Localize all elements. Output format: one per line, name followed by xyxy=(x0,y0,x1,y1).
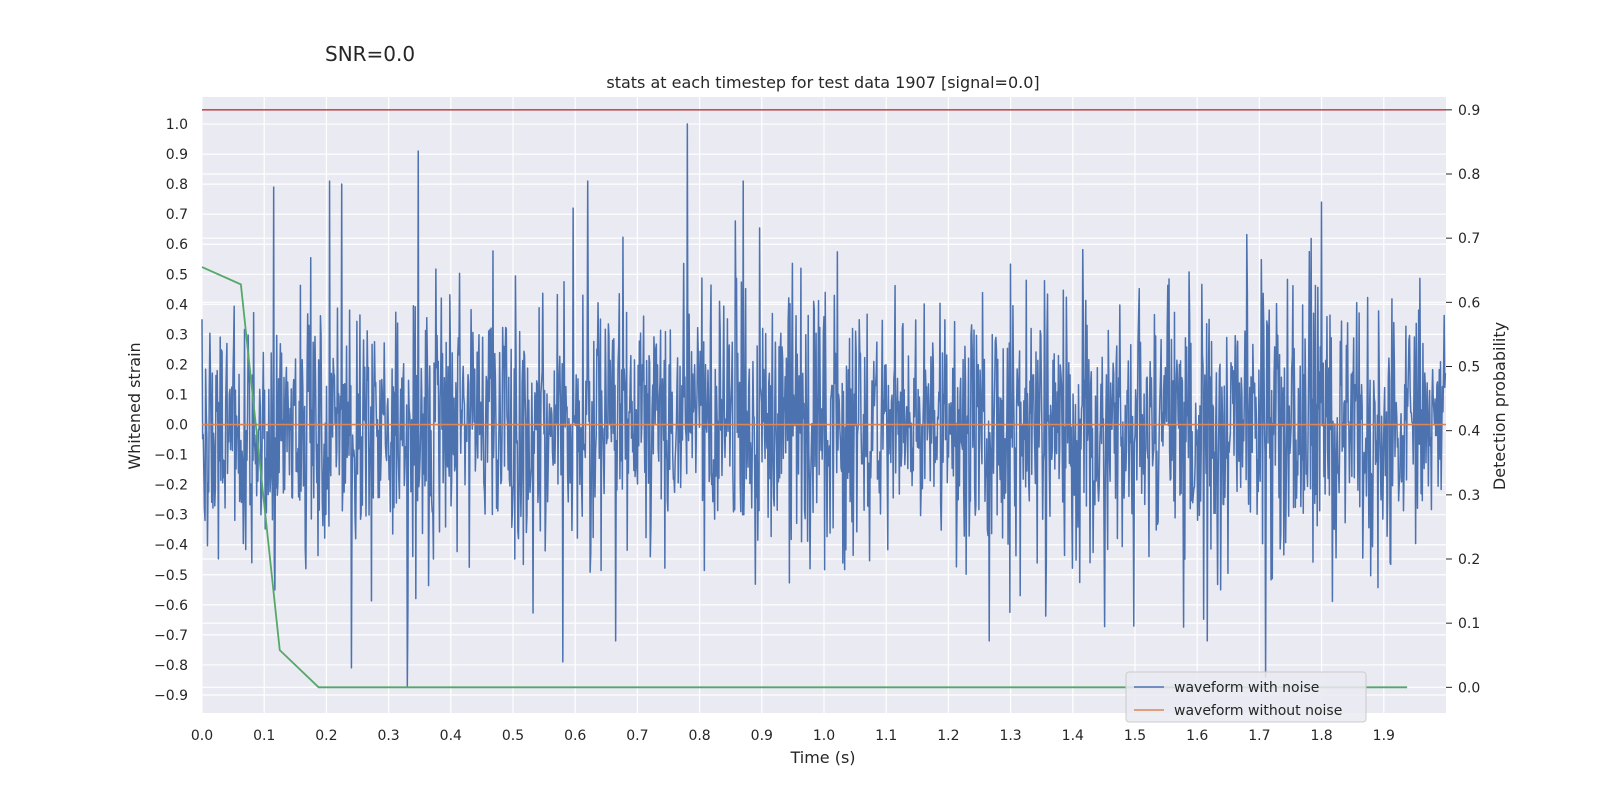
x-tick-label: 1.2 xyxy=(937,728,959,744)
legend-box xyxy=(1125,671,1367,723)
chart-title: stats at each timestep for test data 190… xyxy=(606,73,1039,92)
x-axis: 0.0 0.1 0.2 0.3 0.4 0.5 0.6 0.7 0.8 0.9 1.0 1.1 1.2 1… xyxy=(191,728,1395,744)
y-tick-label: 0.1 xyxy=(166,387,188,403)
y-tick-label: −0.9 xyxy=(154,688,188,704)
y-tick-label: −0.3 xyxy=(154,508,188,524)
y2-axis-label: Detection probability xyxy=(1490,322,1509,490)
chart-suptitle: SNR=0.0 xyxy=(325,42,415,66)
y2-tick-label: 0.2 xyxy=(1458,552,1480,568)
series-waveform-with-noise xyxy=(201,123,1447,687)
legend: waveform with noise waveform without nois… xyxy=(1125,671,1367,723)
y2-tick-label: 0.9 xyxy=(1458,103,1480,119)
y-axis-left: 1.0 0.9 0.8 0.7 0.6 0.5 0.4 0.3 0.2 0.1 0.0 −0.1 −0.… xyxy=(154,117,188,704)
y2-tick-label: 0.4 xyxy=(1458,424,1480,440)
x-tick-label: 0.3 xyxy=(377,728,399,744)
x-tick-label: 1.5 xyxy=(1124,728,1146,744)
y-tick-label: 1.0 xyxy=(166,117,188,133)
y-tick-label: −0.4 xyxy=(154,538,188,554)
y2-tick-label: 0.8 xyxy=(1458,167,1480,183)
x-tick-label: 0.9 xyxy=(751,728,773,744)
x-tick-label: 0.8 xyxy=(688,728,710,744)
y-tick-label: −0.5 xyxy=(154,568,188,584)
y-tick-label: 0.0 xyxy=(166,418,188,434)
y2-tick-label: 0.3 xyxy=(1458,488,1480,504)
legend-entry: waveform with noise xyxy=(1174,680,1319,696)
x-tick-label: 0.0 xyxy=(191,728,213,744)
y-tick-label: 0.3 xyxy=(166,327,188,343)
y2-tick-label: 0.7 xyxy=(1458,231,1480,247)
series-detection-probability xyxy=(201,266,1408,689)
x-tick-label: 0.2 xyxy=(315,728,337,744)
y-tick-label: 0.8 xyxy=(166,177,188,193)
y-tick-label: 0.6 xyxy=(166,237,188,253)
x-tick-label: 0.5 xyxy=(502,728,524,744)
x-tick-label: 0.7 xyxy=(626,728,648,744)
x-tick-label: 1.6 xyxy=(1186,728,1208,744)
y-tick-label: −0.7 xyxy=(154,628,188,644)
y2-tick-label: 0.0 xyxy=(1458,680,1480,696)
series-layer xyxy=(201,109,1447,689)
y-tick-label: −0.2 xyxy=(154,478,188,494)
x-tick-label: 1.3 xyxy=(999,728,1021,744)
x-axis-label: Time (s) xyxy=(789,748,855,767)
legend-entry: waveform without noise xyxy=(1174,703,1342,719)
x-tick-label: 0.1 xyxy=(253,728,275,744)
x-tick-label: 1.0 xyxy=(813,728,835,744)
x-tick-label: 0.4 xyxy=(440,728,462,744)
y2-tick-label: 0.1 xyxy=(1458,616,1480,632)
y-tick-label: −0.1 xyxy=(154,448,188,464)
y-axis-label: Whitened strain xyxy=(125,342,144,469)
y-tick-label: 0.9 xyxy=(166,147,188,163)
x-tick-label: 1.4 xyxy=(1062,728,1084,744)
y-axis-right: 0.9 0.8 0.7 0.6 0.5 0.4 0.3 0.2 0.1 0.0 xyxy=(1446,103,1480,696)
y-tick-label: 0.2 xyxy=(166,357,188,373)
x-tick-label: 0.6 xyxy=(564,728,586,744)
y2-tick-label: 0.6 xyxy=(1458,295,1480,311)
x-tick-label: 1.8 xyxy=(1310,728,1332,744)
y-tick-label: −0.6 xyxy=(154,598,188,614)
x-tick-label: 1.9 xyxy=(1373,728,1395,744)
y-tick-label: −0.8 xyxy=(154,658,188,674)
y-tick-label: 0.4 xyxy=(166,297,188,313)
y2-tick-label: 0.5 xyxy=(1458,360,1480,376)
x-tick-label: 1.7 xyxy=(1248,728,1270,744)
y-tick-label: 0.7 xyxy=(166,207,188,223)
x-tick-label: 1.1 xyxy=(875,728,897,744)
y-tick-label: 0.5 xyxy=(166,267,188,283)
